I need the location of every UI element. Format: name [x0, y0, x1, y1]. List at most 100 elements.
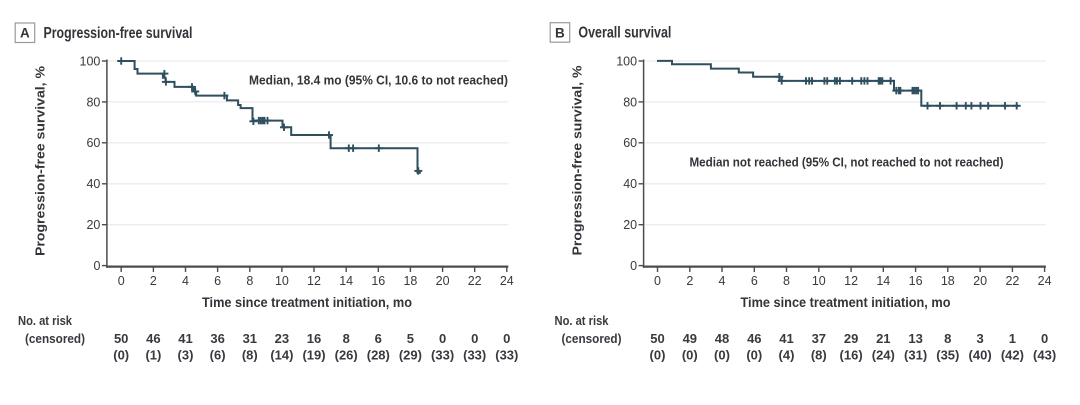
svg-text:41: 41: [779, 331, 793, 346]
svg-text:8: 8: [783, 274, 790, 288]
svg-text:(43): (43): [1033, 347, 1056, 362]
svg-text:Progression-free survival: Progression-free survival: [44, 25, 193, 42]
svg-text:(8): (8): [811, 347, 827, 362]
svg-text:No. at risk: No. at risk: [555, 313, 610, 328]
svg-text:10: 10: [812, 274, 826, 288]
svg-text:2: 2: [686, 274, 693, 288]
svg-text:20: 20: [86, 218, 100, 232]
svg-text:24: 24: [1038, 274, 1052, 288]
svg-text:60: 60: [623, 136, 637, 150]
svg-text:(29): (29): [399, 347, 422, 362]
svg-text:80: 80: [86, 95, 100, 109]
svg-text:40: 40: [86, 177, 100, 191]
svg-text:22: 22: [468, 274, 482, 288]
svg-text:100: 100: [80, 54, 101, 68]
svg-text:20: 20: [973, 274, 987, 288]
svg-text:50: 50: [650, 331, 664, 346]
svg-text:(33): (33): [463, 347, 486, 362]
svg-text:(33): (33): [431, 347, 454, 362]
svg-text:60: 60: [86, 136, 100, 150]
svg-text:16: 16: [371, 274, 385, 288]
svg-text:13: 13: [908, 331, 922, 346]
svg-text:16: 16: [909, 274, 923, 288]
svg-text:Median, 18.4 mo (95% CI, 10.6: Median, 18.4 mo (95% CI, 10.6 to not rea…: [249, 73, 508, 88]
svg-text:0: 0: [1041, 331, 1048, 346]
svg-text:(19): (19): [302, 347, 325, 362]
svg-text:37: 37: [812, 331, 826, 346]
svg-text:22: 22: [1005, 274, 1019, 288]
svg-text:(0): (0): [650, 347, 666, 362]
svg-text:3: 3: [976, 331, 983, 346]
svg-text:50: 50: [114, 331, 128, 346]
svg-text:(8): (8): [242, 347, 258, 362]
svg-text:4: 4: [719, 274, 726, 288]
svg-text:5: 5: [407, 331, 414, 346]
svg-text:4: 4: [182, 274, 189, 288]
svg-text:(censored): (censored): [562, 331, 622, 346]
svg-text:(42): (42): [1001, 347, 1024, 362]
svg-text:0: 0: [630, 259, 637, 273]
svg-text:(31): (31): [904, 347, 927, 362]
svg-text:(3): (3): [178, 347, 194, 362]
svg-text:(40): (40): [969, 347, 992, 362]
svg-text:B: B: [555, 25, 565, 40]
svg-text:0: 0: [471, 331, 478, 346]
svg-text:49: 49: [683, 331, 697, 346]
svg-text:0: 0: [439, 331, 446, 346]
svg-text:6: 6: [751, 274, 758, 288]
svg-text:14: 14: [339, 274, 353, 288]
svg-text:(16): (16): [840, 347, 863, 362]
svg-text:0: 0: [503, 331, 510, 346]
svg-text:18: 18: [941, 274, 955, 288]
svg-text:(28): (28): [367, 347, 390, 362]
svg-text:Progression-free survival, %: Progression-free survival, %: [33, 66, 48, 256]
svg-text:Time since treatment initiatio: Time since treatment initiation, mo: [741, 295, 951, 310]
svg-text:(0): (0): [746, 347, 762, 362]
svg-text:(24): (24): [872, 347, 895, 362]
svg-text:(censored): (censored): [25, 331, 85, 346]
svg-text:10: 10: [275, 274, 289, 288]
svg-text:18: 18: [403, 274, 417, 288]
svg-text:6: 6: [214, 274, 221, 288]
svg-text:16: 16: [307, 331, 321, 346]
svg-text:14: 14: [876, 274, 890, 288]
svg-text:(33): (33): [495, 347, 518, 362]
svg-text:(1): (1): [145, 347, 161, 362]
svg-text:100: 100: [616, 54, 637, 68]
svg-text:8: 8: [343, 331, 350, 346]
svg-text:31: 31: [243, 331, 257, 346]
svg-text:46: 46: [747, 331, 761, 346]
svg-text:12: 12: [307, 274, 321, 288]
svg-text:(35): (35): [936, 347, 959, 362]
svg-text:Time since treatment initiatio: Time since treatment initiation, mo: [202, 295, 412, 310]
svg-text:8: 8: [246, 274, 253, 288]
svg-text:6: 6: [375, 331, 382, 346]
svg-text:(6): (6): [210, 347, 226, 362]
svg-text:80: 80: [623, 95, 637, 109]
svg-text:(4): (4): [779, 347, 795, 362]
svg-text:0: 0: [654, 274, 661, 288]
svg-text:48: 48: [715, 331, 729, 346]
svg-text:21: 21: [876, 331, 890, 346]
svg-text:29: 29: [844, 331, 858, 346]
svg-text:(26): (26): [335, 347, 358, 362]
svg-text:(0): (0): [113, 347, 129, 362]
svg-text:8: 8: [944, 331, 951, 346]
svg-text:20: 20: [436, 274, 450, 288]
svg-text:24: 24: [500, 274, 514, 288]
svg-text:23: 23: [275, 331, 289, 346]
svg-text:1: 1: [1009, 331, 1016, 346]
svg-text:Overall survival: Overall survival: [578, 25, 671, 42]
svg-text:40: 40: [623, 177, 637, 191]
svg-text:20: 20: [623, 218, 637, 232]
svg-text:Progression-free survival, %: Progression-free survival, %: [570, 65, 585, 255]
svg-text:36: 36: [210, 331, 224, 346]
svg-text:0: 0: [118, 274, 125, 288]
svg-text:41: 41: [178, 331, 192, 346]
svg-text:(0): (0): [682, 347, 698, 362]
svg-text:(14): (14): [270, 347, 293, 362]
svg-text:(0): (0): [714, 347, 730, 362]
svg-text:0: 0: [93, 259, 100, 273]
svg-text:2: 2: [150, 274, 157, 288]
svg-text:12: 12: [844, 274, 858, 288]
